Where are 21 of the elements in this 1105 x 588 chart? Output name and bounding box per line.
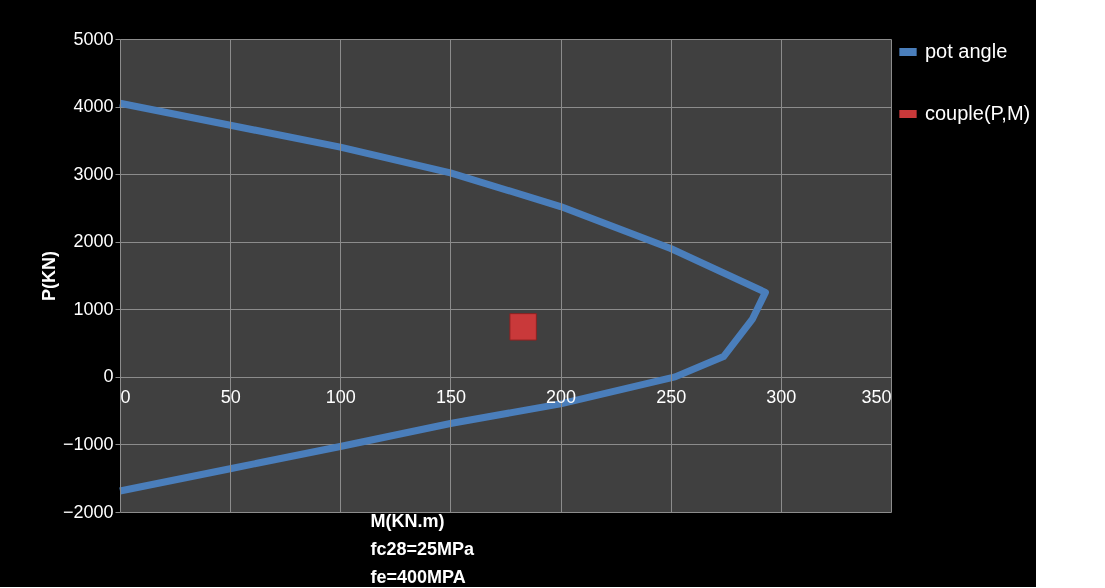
x-tick-label: 150 (435, 387, 466, 408)
x-tick-label: 100 (325, 387, 356, 408)
y-tick-label: 4000 (73, 96, 114, 117)
legend-label: pot angle (925, 40, 1008, 62)
legend-label: couple(P,M) (925, 102, 1031, 124)
y-tick-label: 5000 (73, 28, 114, 49)
y-tick-label: 1000 (73, 298, 114, 319)
y-tick-label: −1000 (62, 433, 114, 454)
x-tick-label: 300 (766, 387, 797, 408)
x-axis-title: M(KN.m) (370, 511, 445, 531)
y-tick-label: 0 (103, 366, 114, 387)
x-tick-label: 350 (861, 387, 892, 408)
y-tick-label: 3000 (73, 163, 114, 184)
y-axis-title: P(KN) (38, 251, 59, 301)
x-tick-label: 50 (220, 387, 241, 408)
y-tick-label: −2000 (62, 501, 114, 522)
y-tick-label: 2000 (73, 231, 114, 252)
text: fe=400MPA (370, 567, 466, 587)
text: fc28=25MPa (370, 539, 475, 559)
x-tick-label: 0 (120, 387, 131, 408)
x-tick-label: 250 (656, 387, 687, 408)
